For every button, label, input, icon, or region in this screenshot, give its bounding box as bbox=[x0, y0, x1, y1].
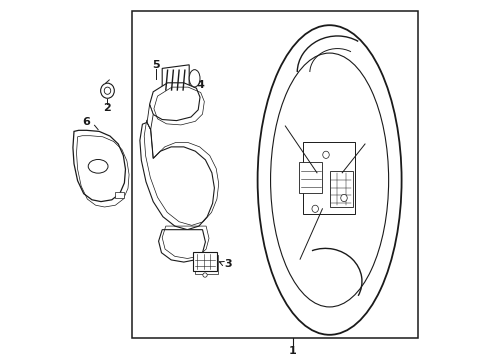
Polygon shape bbox=[140, 122, 215, 230]
Bar bbox=[299, 162, 322, 193]
Ellipse shape bbox=[258, 25, 402, 335]
Polygon shape bbox=[73, 130, 125, 202]
Text: 4: 4 bbox=[196, 80, 204, 90]
Ellipse shape bbox=[312, 205, 318, 212]
Text: 2: 2 bbox=[103, 103, 111, 113]
Bar bbox=[132, 11, 418, 338]
Ellipse shape bbox=[323, 151, 329, 158]
Text: 1: 1 bbox=[289, 346, 296, 356]
Ellipse shape bbox=[203, 273, 207, 277]
Text: 5: 5 bbox=[152, 60, 160, 70]
Text: 6: 6 bbox=[83, 117, 91, 127]
Polygon shape bbox=[162, 65, 189, 92]
Bar bbox=[330, 171, 353, 207]
Bar bbox=[116, 192, 124, 198]
Polygon shape bbox=[147, 104, 153, 130]
Bar bbox=[303, 142, 355, 214]
Ellipse shape bbox=[341, 194, 347, 202]
Ellipse shape bbox=[189, 70, 200, 87]
Bar bbox=[193, 252, 217, 271]
Text: 3: 3 bbox=[224, 258, 232, 269]
Polygon shape bbox=[159, 230, 205, 262]
Ellipse shape bbox=[100, 83, 114, 98]
Bar bbox=[195, 255, 218, 274]
Polygon shape bbox=[149, 83, 200, 121]
